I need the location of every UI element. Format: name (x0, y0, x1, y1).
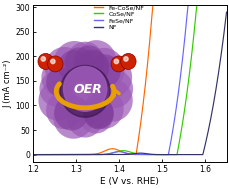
Polygon shape (58, 50, 89, 83)
FeSe/NF (31, 153, 34, 156)
Circle shape (50, 59, 55, 64)
Polygon shape (74, 50, 109, 85)
CoSe/NF (221, 4, 223, 6)
Polygon shape (73, 46, 104, 78)
Polygon shape (83, 48, 124, 91)
Legend: Fe-CoSe/NF, CoSe/NF, FeSe/NF, NF: Fe-CoSe/NF, CoSe/NF, FeSe/NF, NF (93, 5, 144, 30)
Fe-CoSe/NF (224, 4, 227, 6)
Polygon shape (54, 95, 88, 130)
FeSe/NF (224, 4, 227, 6)
CoSe/NF (224, 4, 227, 6)
Polygon shape (53, 97, 93, 139)
NF (114, 153, 116, 156)
Polygon shape (54, 41, 94, 83)
Polygon shape (95, 70, 132, 108)
Circle shape (38, 53, 53, 69)
FeSe/NF (186, 4, 189, 6)
CoSe/NF (65, 153, 67, 156)
FeSe/NF (200, 4, 202, 6)
Polygon shape (85, 88, 123, 129)
Polygon shape (93, 57, 131, 97)
Polygon shape (77, 51, 109, 83)
NF (224, 11, 227, 13)
Circle shape (120, 53, 136, 69)
FeSe/NF (105, 153, 108, 155)
CoSe/NF (200, 4, 202, 6)
Polygon shape (39, 71, 73, 107)
X-axis label: E (V vs. RHE): E (V vs. RHE) (100, 177, 158, 186)
Y-axis label: J (mA cm⁻²): J (mA cm⁻²) (3, 59, 12, 108)
CoSe/NF (31, 153, 34, 156)
Circle shape (114, 59, 118, 64)
NF (31, 153, 34, 156)
Polygon shape (76, 40, 116, 81)
Polygon shape (46, 67, 74, 97)
Line: CoSe/NF: CoSe/NF (33, 5, 226, 155)
Polygon shape (38, 81, 77, 121)
Polygon shape (44, 47, 84, 88)
Polygon shape (89, 54, 120, 87)
Fe-CoSe/NF (200, 4, 202, 6)
Polygon shape (83, 98, 114, 129)
Fe-CoSe/NF (151, 4, 154, 6)
Fe-CoSe/NF (31, 153, 34, 156)
Polygon shape (66, 42, 103, 80)
CoSe/NF (105, 153, 108, 155)
FeSe/NF (65, 153, 67, 156)
NF (65, 153, 67, 156)
Fe-CoSe/NF (114, 148, 116, 150)
Circle shape (63, 66, 106, 111)
FeSe/NF (53, 153, 56, 156)
Line: FeSe/NF: FeSe/NF (33, 5, 226, 155)
Polygon shape (41, 59, 76, 96)
CoSe/NF (195, 4, 197, 6)
Polygon shape (64, 47, 93, 77)
Polygon shape (79, 98, 112, 133)
NF (220, 42, 223, 44)
NF (200, 153, 202, 156)
Circle shape (111, 56, 126, 72)
NF (105, 153, 108, 156)
Polygon shape (91, 79, 132, 122)
Circle shape (47, 56, 63, 72)
Text: OER: OER (73, 83, 101, 96)
FeSe/NF (221, 4, 223, 6)
Fe-CoSe/NF (105, 149, 108, 151)
Fe-CoSe/NF (65, 153, 67, 156)
Line: Fe-CoSe/NF: Fe-CoSe/NF (33, 5, 226, 155)
CoSe/NF (114, 151, 116, 153)
Polygon shape (83, 97, 113, 128)
CoSe/NF (53, 153, 56, 156)
Fe-CoSe/NF (221, 4, 223, 6)
Circle shape (60, 65, 110, 117)
NF (53, 153, 56, 156)
Circle shape (41, 57, 45, 61)
Polygon shape (46, 91, 82, 129)
Circle shape (123, 57, 128, 61)
Line: NF: NF (33, 12, 226, 155)
Polygon shape (67, 101, 102, 138)
FeSe/NF (114, 151, 116, 153)
Fe-CoSe/NF (53, 153, 56, 156)
